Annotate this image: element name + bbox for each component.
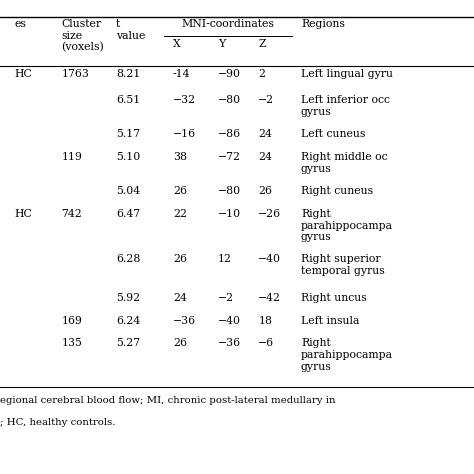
- Text: −90: −90: [218, 69, 241, 79]
- Text: 1763: 1763: [62, 69, 90, 79]
- Text: X: X: [173, 39, 181, 49]
- Text: HC: HC: [14, 209, 32, 219]
- Text: ; HC, healthy controls.: ; HC, healthy controls.: [0, 418, 116, 427]
- Text: 24: 24: [258, 152, 272, 162]
- Text: 5.17: 5.17: [116, 129, 140, 139]
- Text: 5.92: 5.92: [116, 293, 140, 303]
- Text: Right uncus: Right uncus: [301, 293, 367, 303]
- Text: −16: −16: [173, 129, 196, 139]
- Text: es: es: [14, 19, 26, 29]
- Text: egional cerebral blood flow; MI, chronic post-lateral medullary in: egional cerebral blood flow; MI, chronic…: [0, 396, 336, 405]
- Text: Left lingual gyru: Left lingual gyru: [301, 69, 393, 79]
- Text: −36: −36: [173, 316, 196, 326]
- Text: t
value: t value: [116, 19, 146, 41]
- Text: 26: 26: [173, 254, 187, 264]
- Text: −32: −32: [173, 95, 196, 105]
- Text: −42: −42: [258, 293, 282, 303]
- Text: 8.21: 8.21: [116, 69, 140, 79]
- Text: 24: 24: [258, 129, 272, 139]
- Text: −2: −2: [218, 293, 234, 303]
- Text: 18: 18: [258, 316, 273, 326]
- Text: Left cuneus: Left cuneus: [301, 129, 365, 139]
- Text: −40: −40: [218, 316, 241, 326]
- Text: Left insula: Left insula: [301, 316, 359, 326]
- Text: Right middle oc
gyrus: Right middle oc gyrus: [301, 152, 388, 174]
- Text: −26: −26: [258, 209, 282, 219]
- Text: 12: 12: [218, 254, 232, 264]
- Text: −36: −36: [218, 338, 241, 348]
- Text: Cluster
size
(voxels): Cluster size (voxels): [62, 19, 104, 53]
- Text: −80: −80: [218, 95, 241, 105]
- Text: Right cuneus: Right cuneus: [301, 186, 373, 196]
- Text: −40: −40: [258, 254, 282, 264]
- Text: Regions: Regions: [301, 19, 345, 29]
- Text: 135: 135: [62, 338, 82, 348]
- Text: −2: −2: [258, 95, 274, 105]
- Text: 169: 169: [62, 316, 82, 326]
- Text: Left inferior occ
gyrus: Left inferior occ gyrus: [301, 95, 390, 117]
- Text: 6.28: 6.28: [116, 254, 140, 264]
- Text: 6.47: 6.47: [116, 209, 140, 219]
- Text: MNI-coordinates: MNI-coordinates: [181, 19, 274, 29]
- Text: Z: Z: [258, 39, 266, 49]
- Text: 5.27: 5.27: [116, 338, 140, 348]
- Text: 22: 22: [173, 209, 187, 219]
- Text: Right
parahippocampa
gyrus: Right parahippocampa gyrus: [301, 338, 393, 372]
- Text: HC: HC: [14, 69, 32, 79]
- Text: 6.24: 6.24: [116, 316, 140, 326]
- Text: 26: 26: [258, 186, 273, 196]
- Text: 24: 24: [173, 293, 187, 303]
- Text: -14: -14: [173, 69, 191, 79]
- Text: Y: Y: [218, 39, 225, 49]
- Text: 26: 26: [173, 186, 187, 196]
- Text: 38: 38: [173, 152, 187, 162]
- Text: Right superior
temporal gyrus: Right superior temporal gyrus: [301, 254, 385, 276]
- Text: −80: −80: [218, 186, 241, 196]
- Text: −86: −86: [218, 129, 241, 139]
- Text: −10: −10: [218, 209, 241, 219]
- Text: −72: −72: [218, 152, 241, 162]
- Text: 742: 742: [62, 209, 82, 219]
- Text: −6: −6: [258, 338, 274, 348]
- Text: 5.10: 5.10: [116, 152, 140, 162]
- Text: 119: 119: [62, 152, 82, 162]
- Text: 6.51: 6.51: [116, 95, 140, 105]
- Text: Right
parahippocampa
gyrus: Right parahippocampa gyrus: [301, 209, 393, 242]
- Text: 2: 2: [258, 69, 265, 79]
- Text: 5.04: 5.04: [116, 186, 140, 196]
- Text: 26: 26: [173, 338, 187, 348]
